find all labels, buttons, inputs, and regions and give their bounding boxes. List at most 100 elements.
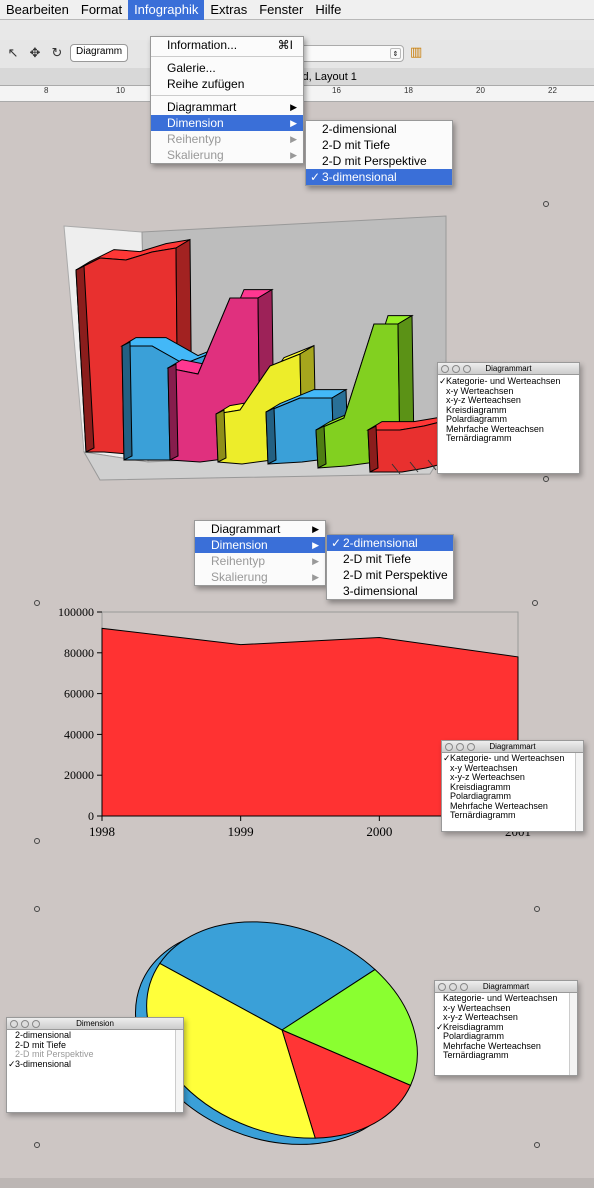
- palette-item-kategorie-und-werteachsen[interactable]: ✓ Kategorie- und Werteachsen: [438, 376, 579, 387]
- menu-fenster[interactable]: Fenster: [259, 1, 304, 17]
- ruler-label: 8: [44, 86, 49, 95]
- arrow-tool-icon[interactable]: ↖: [7, 45, 19, 60]
- menu-item-galerie[interactable]: Galerie...: [151, 60, 303, 76]
- palette-title-bar[interactable]: Diagrammart: [438, 363, 579, 375]
- palette-item-2-dimensional[interactable]: 2-dimensional: [7, 1030, 183, 1041]
- palette-item-label: x-y-z Werteachsen: [443, 1012, 518, 1022]
- menu-item-skalierung: Skalierung ▶: [195, 569, 325, 585]
- control-point[interactable]: [34, 906, 40, 912]
- minimize-icon[interactable]: [456, 743, 464, 751]
- menu-item-label: Dimension: [211, 538, 268, 552]
- control-point[interactable]: [543, 476, 549, 482]
- palette-item-tern-rdiagramm[interactable]: Ternärdiagramm: [438, 433, 579, 444]
- menu-item-diagrammart[interactable]: Diagrammart ▶: [195, 521, 325, 537]
- palette-item-polardiagramm[interactable]: Polardiagramm: [442, 791, 583, 802]
- checkmark-icon: ✓: [8, 1058, 16, 1069]
- rotate-tool-icon[interactable]: ↻: [51, 45, 63, 60]
- menu-item-information[interactable]: Information... ⌘I: [151, 37, 303, 53]
- move-tool-icon[interactable]: ✥: [29, 45, 41, 60]
- axis-tick: [391, 463, 401, 475]
- close-icon[interactable]: [438, 983, 446, 991]
- menu-item-dimension[interactable]: Dimension ▶: [195, 537, 325, 553]
- menu-infographik[interactable]: Infographik: [128, 0, 205, 20]
- control-point[interactable]: [534, 906, 540, 912]
- palette-scrollbar[interactable]: [575, 753, 583, 831]
- chart-combo[interactable]: Diagramm: [70, 44, 129, 62]
- menu-item-dimension[interactable]: Dimension ▶: [151, 115, 303, 131]
- palette-item-3-dimensional[interactable]: ✓ 3-dimensional: [7, 1058, 183, 1070]
- control-point[interactable]: [34, 1142, 40, 1148]
- control-point[interactable]: [34, 600, 40, 606]
- control-point[interactable]: [34, 838, 40, 844]
- dimension-palette: Dimension 2-dimensional 2-D mit Tiefe 2-D …: [6, 1017, 184, 1113]
- palette-item-kreisdiagramm[interactable]: ✓ Kreisdiagramm: [435, 1021, 577, 1033]
- palette-item-tern-rdiagramm[interactable]: Ternärdiagramm: [435, 1050, 577, 1061]
- palette-item-2-d-mit-tiefe[interactable]: 2-D mit Tiefe: [7, 1040, 183, 1051]
- palette-item-kreisdiagramm[interactable]: Kreisdiagramm: [442, 782, 583, 793]
- palette-item-label: 2-dimensional: [15, 1030, 72, 1040]
- palette-item-x-y-z-werteachsen[interactable]: x-y-z Werteachsen: [442, 772, 583, 783]
- submenu-item-2-dimensional[interactable]: 2-dimensional: [306, 121, 452, 137]
- palette-item-x-y-werteachsen[interactable]: x-y Werteachsen: [438, 386, 579, 397]
- palette-item-label: x-y-z Werteachsen: [446, 395, 521, 405]
- control-point[interactable]: [534, 1142, 540, 1148]
- control-point[interactable]: [543, 201, 549, 207]
- palette-title-bar[interactable]: Diagrammart: [435, 981, 577, 993]
- palette-item-mehrfache-werteachsen[interactable]: Mehrfache Werteachsen: [442, 801, 583, 812]
- submenu-item-2-d-mit-tiefe[interactable]: 2-D mit Tiefe: [306, 137, 452, 153]
- zoom-icon[interactable]: [460, 983, 468, 991]
- palette-item-x-y-werteachsen[interactable]: x-y Werteachsen: [442, 763, 583, 774]
- palette-scrollbar[interactable]: [569, 993, 577, 1075]
- palette-item-polardiagramm[interactable]: Polardiagramm: [438, 414, 579, 425]
- submenu-arrow-icon: ▶: [312, 556, 319, 566]
- pie-group: [135, 921, 418, 1145]
- palette-item-2-d-mit-perspektive[interactable]: 2-D mit Perspektive: [7, 1049, 183, 1060]
- palette-item-mehrfache-werteachsen[interactable]: Mehrfache Werteachsen: [435, 1041, 577, 1052]
- palette-item-x-y-z-werteachsen[interactable]: x-y-z Werteachsen: [438, 395, 579, 406]
- zoom-icon[interactable]: [32, 1020, 40, 1028]
- checkmark-icon: ✓: [436, 1021, 444, 1032]
- control-point[interactable]: [532, 600, 538, 606]
- palette-item-label: Ternärdiagramm: [446, 433, 512, 443]
- submenu-item-2-dimensional[interactable]: ✓ 2-dimensional: [327, 535, 453, 551]
- palette-scrollbar[interactable]: [175, 1030, 183, 1112]
- submenu-label: 3-dimensional: [322, 170, 397, 184]
- palette-item-mehrfache-werteachsen[interactable]: Mehrfache Werteachsen: [438, 424, 579, 435]
- close-icon[interactable]: [445, 743, 453, 751]
- menu-extras[interactable]: Extras: [210, 1, 248, 17]
- palette-title-bar[interactable]: Dimension: [7, 1018, 183, 1030]
- submenu-item-2-d-mit-perspektive[interactable]: 2-D mit Perspektive: [306, 153, 452, 169]
- palette-item-kategorie-und-werteachsen[interactable]: ✓ Kategorie- und Werteachsen: [442, 753, 583, 764]
- palette-item-kategorie-und-werteachsen[interactable]: Kategorie- und Werteachsen: [435, 993, 577, 1004]
- bar-front-face: [367, 421, 443, 473]
- menu-item-label: Reihentyp: [167, 132, 222, 146]
- minimize-icon[interactable]: [21, 1020, 29, 1028]
- menu-format[interactable]: Format: [80, 1, 123, 17]
- zoom-icon[interactable]: [467, 743, 475, 751]
- submenu-item-3-dimensional[interactable]: 3-dimensional: [327, 583, 453, 599]
- x-tick-label: 2000: [366, 824, 392, 839]
- minimize-icon[interactable]: [449, 983, 457, 991]
- y-tick-label: 0: [88, 809, 94, 823]
- minimize-icon[interactable]: [452, 365, 460, 373]
- floor-axis-ticks: [391, 459, 437, 475]
- menu-hilfe[interactable]: Hilfe: [315, 1, 342, 17]
- chart-tool-icon[interactable]: ▥: [410, 44, 423, 59]
- palette-item-kreisdiagramm[interactable]: Kreisdiagramm: [438, 405, 579, 416]
- palette-item-label: x-y-z Werteachsen: [450, 772, 525, 782]
- submenu-item-3-dimensional[interactable]: ✓ 3-dimensional: [306, 169, 452, 185]
- menu-item-label: Reihentyp: [211, 554, 266, 568]
- palette-item-x-y-werteachsen[interactable]: x-y Werteachsen: [435, 1003, 577, 1014]
- palette-item-tern-rdiagramm[interactable]: Ternärdiagramm: [442, 810, 583, 821]
- palette-item-x-y-z-werteachsen[interactable]: x-y-z Werteachsen: [435, 1012, 577, 1023]
- palette-item-polardiagramm[interactable]: Polardiagramm: [435, 1031, 577, 1042]
- zoom-icon[interactable]: [463, 365, 471, 373]
- close-icon[interactable]: [10, 1020, 18, 1028]
- menu-bearbeiten[interactable]: Bearbeiten: [6, 1, 69, 17]
- menu-item-diagrammart[interactable]: Diagrammart ▶: [151, 99, 303, 115]
- palette-title-bar[interactable]: Diagrammart: [442, 741, 583, 753]
- menu-item-reihe-zuf-gen[interactable]: Reihe zufügen: [151, 76, 303, 92]
- submenu-item-2-d-mit-tiefe[interactable]: 2-D mit Tiefe: [327, 551, 453, 567]
- close-icon[interactable]: [441, 365, 449, 373]
- submenu-item-2-d-mit-perspektive[interactable]: 2-D mit Perspektive: [327, 567, 453, 583]
